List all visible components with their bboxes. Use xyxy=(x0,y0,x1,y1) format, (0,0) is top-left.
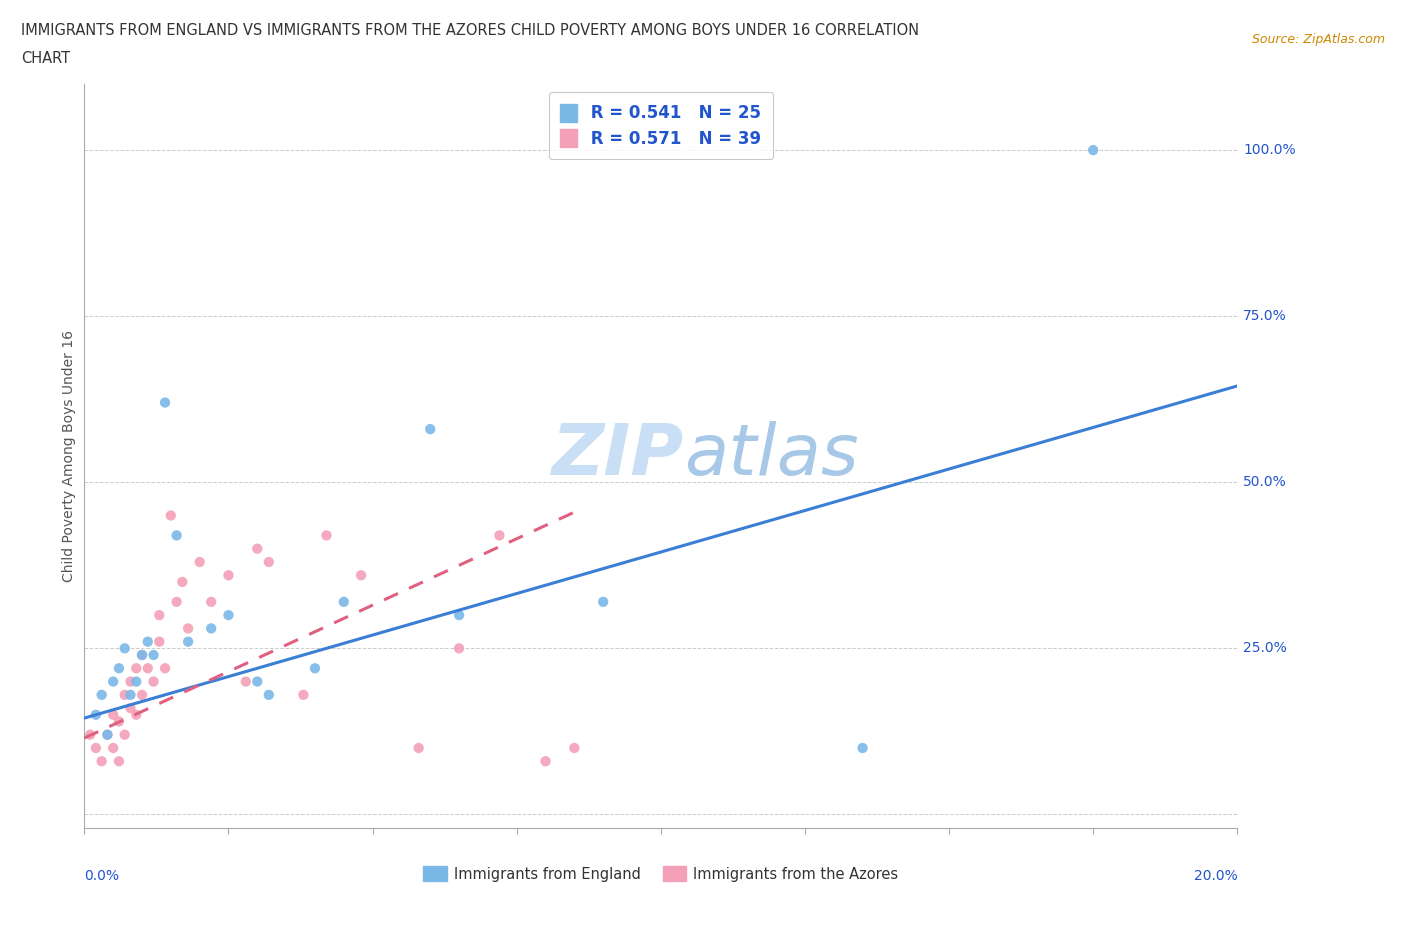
Point xyxy=(90,687,112,702)
Point xyxy=(447,641,470,656)
Point xyxy=(131,687,153,702)
Point xyxy=(1081,142,1104,157)
Point xyxy=(488,528,510,543)
Text: 25.0%: 25.0% xyxy=(1243,642,1286,656)
Text: atlas: atlas xyxy=(683,421,859,490)
Point xyxy=(136,661,159,676)
Point xyxy=(125,708,148,723)
Point xyxy=(153,395,176,410)
Point xyxy=(217,607,239,622)
Point xyxy=(200,594,222,609)
Point xyxy=(90,754,112,769)
Point xyxy=(79,727,101,742)
Point xyxy=(114,687,136,702)
Point xyxy=(103,674,124,689)
Text: IMMIGRANTS FROM ENGLAND VS IMMIGRANTS FROM THE AZORES CHILD POVERTY AMONG BOYS U: IMMIGRANTS FROM ENGLAND VS IMMIGRANTS FR… xyxy=(21,23,920,38)
Point xyxy=(166,528,188,543)
Point xyxy=(350,568,373,583)
Text: 0.0%: 0.0% xyxy=(84,869,120,883)
Point xyxy=(120,700,142,715)
Point xyxy=(136,634,159,649)
Point xyxy=(108,754,131,769)
Point xyxy=(108,661,131,676)
Point xyxy=(84,708,107,723)
Point xyxy=(235,674,257,689)
Point xyxy=(103,740,124,755)
Point xyxy=(257,554,280,569)
Point xyxy=(562,740,586,755)
Point xyxy=(188,554,211,569)
Point xyxy=(142,647,165,662)
Point xyxy=(166,594,188,609)
Point xyxy=(114,641,136,656)
Point xyxy=(131,647,153,662)
Text: Source: ZipAtlas.com: Source: ZipAtlas.com xyxy=(1251,33,1385,46)
Point xyxy=(148,607,170,622)
Point xyxy=(246,541,269,556)
Point xyxy=(534,754,557,769)
Point xyxy=(172,575,194,590)
Point xyxy=(160,508,183,523)
Point xyxy=(257,687,280,702)
Point xyxy=(292,687,315,702)
Text: 20.0%: 20.0% xyxy=(1194,869,1237,883)
Point xyxy=(592,594,614,609)
Legend: Immigrants from England, Immigrants from the Azores: Immigrants from England, Immigrants from… xyxy=(418,860,904,887)
Point xyxy=(114,727,136,742)
Text: ZIP: ZIP xyxy=(551,421,683,490)
Point xyxy=(153,661,176,676)
Point xyxy=(96,727,118,742)
Text: 50.0%: 50.0% xyxy=(1243,475,1286,489)
Point xyxy=(177,621,200,636)
Point xyxy=(419,421,441,436)
Point xyxy=(408,740,430,755)
Point xyxy=(120,687,142,702)
Point xyxy=(120,674,142,689)
Point xyxy=(315,528,337,543)
Point xyxy=(217,568,239,583)
Y-axis label: Child Poverty Among Boys Under 16: Child Poverty Among Boys Under 16 xyxy=(62,330,76,581)
Point xyxy=(177,634,200,649)
Point xyxy=(142,674,165,689)
Point xyxy=(246,674,269,689)
Point xyxy=(447,607,470,622)
Point xyxy=(332,594,354,609)
Point xyxy=(125,674,148,689)
Point xyxy=(125,661,148,676)
Point xyxy=(852,740,875,755)
Point xyxy=(131,647,153,662)
Point xyxy=(96,727,118,742)
Point xyxy=(148,634,170,649)
Text: CHART: CHART xyxy=(21,51,70,66)
Point xyxy=(200,621,222,636)
Text: 75.0%: 75.0% xyxy=(1243,309,1286,324)
Point xyxy=(103,708,124,723)
Point xyxy=(108,714,131,729)
Point xyxy=(84,740,107,755)
Point xyxy=(304,661,326,676)
Text: 100.0%: 100.0% xyxy=(1243,143,1296,157)
